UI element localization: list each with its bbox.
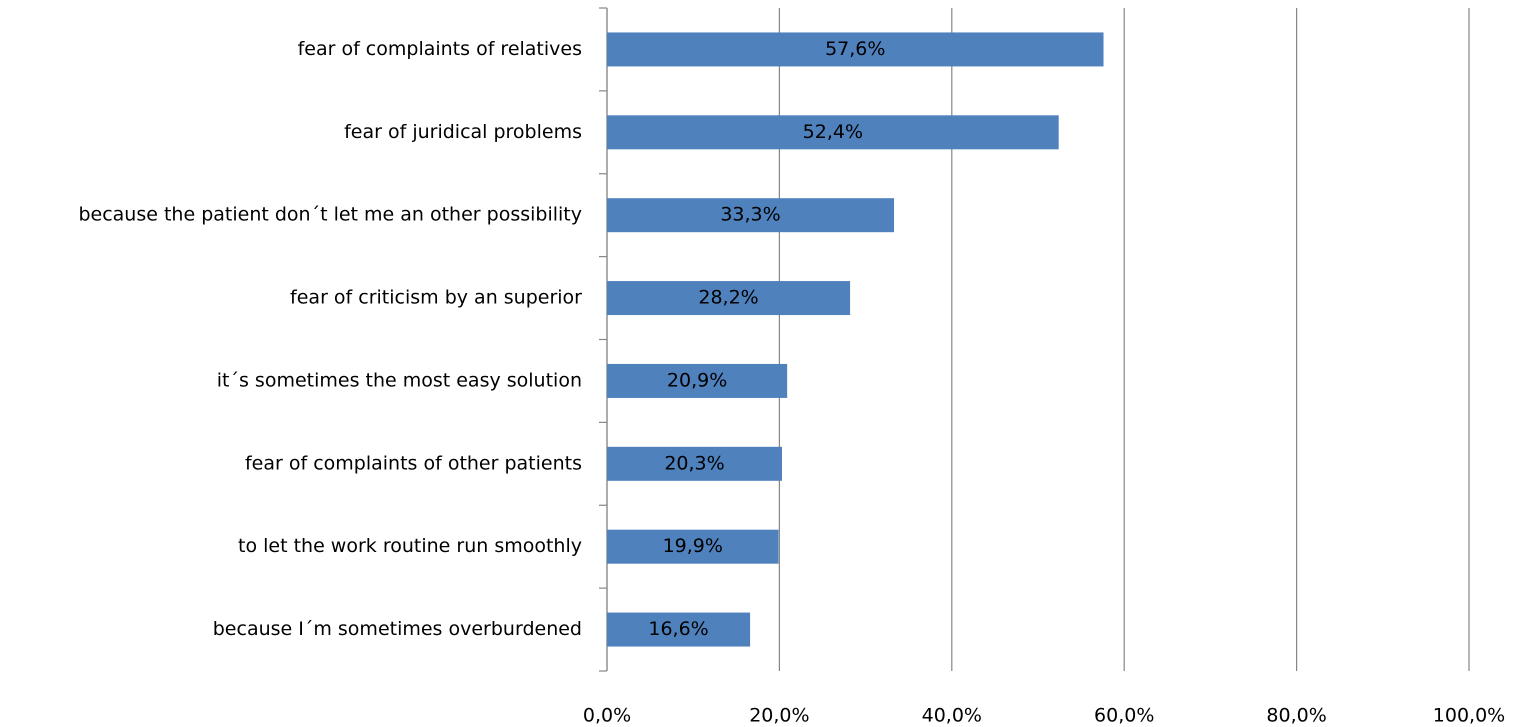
value-label: 57,6%: [825, 38, 885, 60]
y-tick-label: fear of complaints of relatives: [298, 38, 582, 60]
x-tick-label: 40,0%: [922, 705, 982, 727]
value-label: 28,2%: [698, 287, 758, 309]
y-tick-label: it´s sometimes the most easy solution: [217, 369, 582, 391]
x-tick-label: 20,0%: [749, 705, 809, 727]
x-tick-label: 0,0%: [583, 705, 631, 727]
y-tick-label: to let the work routine run smoothly: [238, 535, 582, 557]
x-tick-label: 100,0%: [1433, 705, 1505, 727]
bar: [607, 363, 788, 398]
x-tick-label: 80,0%: [1266, 705, 1326, 727]
bar: [607, 32, 1104, 67]
bar: [607, 281, 851, 316]
value-label: 16,6%: [648, 618, 708, 640]
y-tick-label: fear of criticism by an superior: [290, 287, 582, 309]
bar: [607, 529, 779, 564]
y-tick-label: because I´m sometimes overburdened: [213, 618, 582, 640]
bar: [607, 446, 782, 481]
value-label: 19,9%: [663, 535, 723, 557]
bar: [607, 115, 1059, 150]
y-tick-label: fear of complaints of other patients: [245, 452, 582, 474]
y-tick-label: because the patient don´t let me an othe…: [78, 204, 582, 226]
bar: [607, 198, 895, 233]
value-label: 33,3%: [720, 204, 780, 226]
y-tick-label: fear of juridical problems: [344, 121, 582, 143]
value-label: 52,4%: [803, 121, 863, 143]
value-label: 20,9%: [667, 369, 727, 391]
value-label: 20,3%: [664, 452, 724, 474]
x-tick-label: 60,0%: [1094, 705, 1154, 727]
bar: [607, 612, 751, 647]
